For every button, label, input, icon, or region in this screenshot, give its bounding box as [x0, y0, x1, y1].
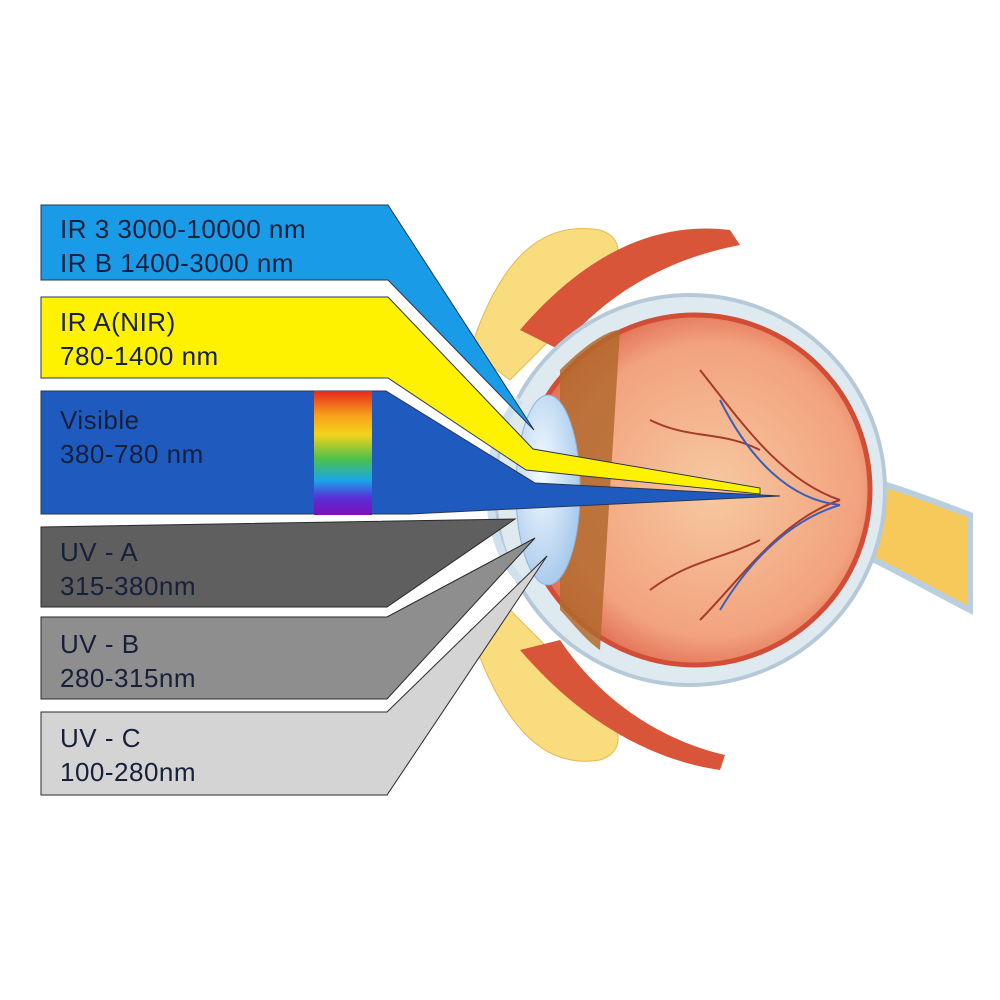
band-uv-c-shape	[40, 555, 548, 796]
band-visible-label: Visible 380-780 nm	[60, 403, 204, 471]
label-line: 280-315nm	[60, 663, 197, 693]
visible-spectrum-bar	[314, 391, 372, 515]
label-line: IR 3 3000-10000 nm	[60, 214, 307, 244]
band-ir-a-shape	[40, 296, 761, 495]
band-uv-a-label: UV - A 315-380nm	[60, 535, 196, 603]
label-line: 780-1400 nm	[60, 341, 219, 371]
blue-vessels	[719, 399, 841, 611]
band-uv-c-label: UV - C 100-280nm	[60, 721, 196, 789]
band-uv-b-shape	[40, 537, 536, 700]
label-line: UV - C	[60, 723, 141, 753]
muscle-top	[520, 228, 740, 350]
band-ir-b-c-shape	[40, 204, 535, 431]
label-line: Visible	[60, 405, 140, 435]
band-uv-b-label: UV - B 280-315nm	[60, 627, 196, 695]
label-line: 315-380nm	[60, 571, 197, 601]
band-uv-a-shape	[40, 518, 517, 608]
label-line: UV - A	[60, 537, 139, 567]
label-line: IR A(NIR)	[60, 307, 176, 337]
label-line: IR B 1400-3000 nm	[60, 248, 294, 278]
band-ir-b-c-label: IR 3 3000-10000 nm IR B 1400-3000 nm	[60, 212, 306, 280]
muscle-bottom	[520, 640, 725, 770]
band-visible-shape	[40, 390, 781, 515]
label-line: UV - B	[60, 629, 140, 659]
label-line: 100-280nm	[60, 757, 197, 787]
label-line: 380-780 nm	[60, 439, 204, 469]
band-ir-a-label: IR A(NIR) 780-1400 nm	[60, 305, 219, 373]
